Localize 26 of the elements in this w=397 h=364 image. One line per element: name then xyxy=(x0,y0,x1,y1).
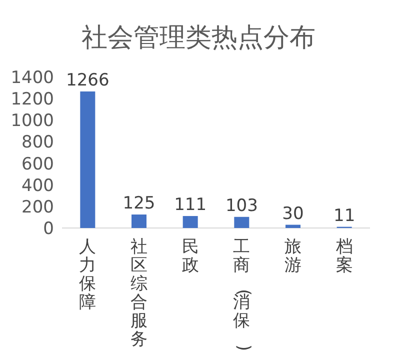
y-tick-label: 0 xyxy=(43,219,54,239)
y-tick-label: 1000 xyxy=(10,111,54,132)
y-tick-label: 400 xyxy=(22,176,54,196)
data-label: 1266 xyxy=(66,70,110,90)
y-tick-label: 200 xyxy=(22,197,54,218)
y-tick-label: 600 xyxy=(22,154,54,174)
x-tick-label: 旅游 xyxy=(284,237,302,276)
data-label: 111 xyxy=(174,195,207,216)
bar xyxy=(182,216,198,228)
data-label: 125 xyxy=(122,194,156,214)
y-tick-label: 800 xyxy=(22,132,54,153)
x-tick-label: 社区综合服务 xyxy=(130,237,148,350)
bar xyxy=(286,224,300,228)
bar xyxy=(132,214,146,228)
bar xyxy=(80,91,96,228)
data-label: 103 xyxy=(225,196,258,216)
bar xyxy=(234,216,250,228)
x-tick-label: 人力保障 xyxy=(79,237,96,312)
y-tick-label: 1400 xyxy=(10,68,54,88)
data-label: 30 xyxy=(282,204,304,224)
x-tick-label: 档案 xyxy=(334,237,353,276)
x-tick-label: 民政 xyxy=(182,237,199,276)
x-tick-label: 工商(消保) xyxy=(233,237,254,352)
y-tick-label: 1200 xyxy=(10,90,54,110)
data-label: 11 xyxy=(334,206,356,226)
chart-title: 社会管理类热点分布 xyxy=(82,23,316,53)
